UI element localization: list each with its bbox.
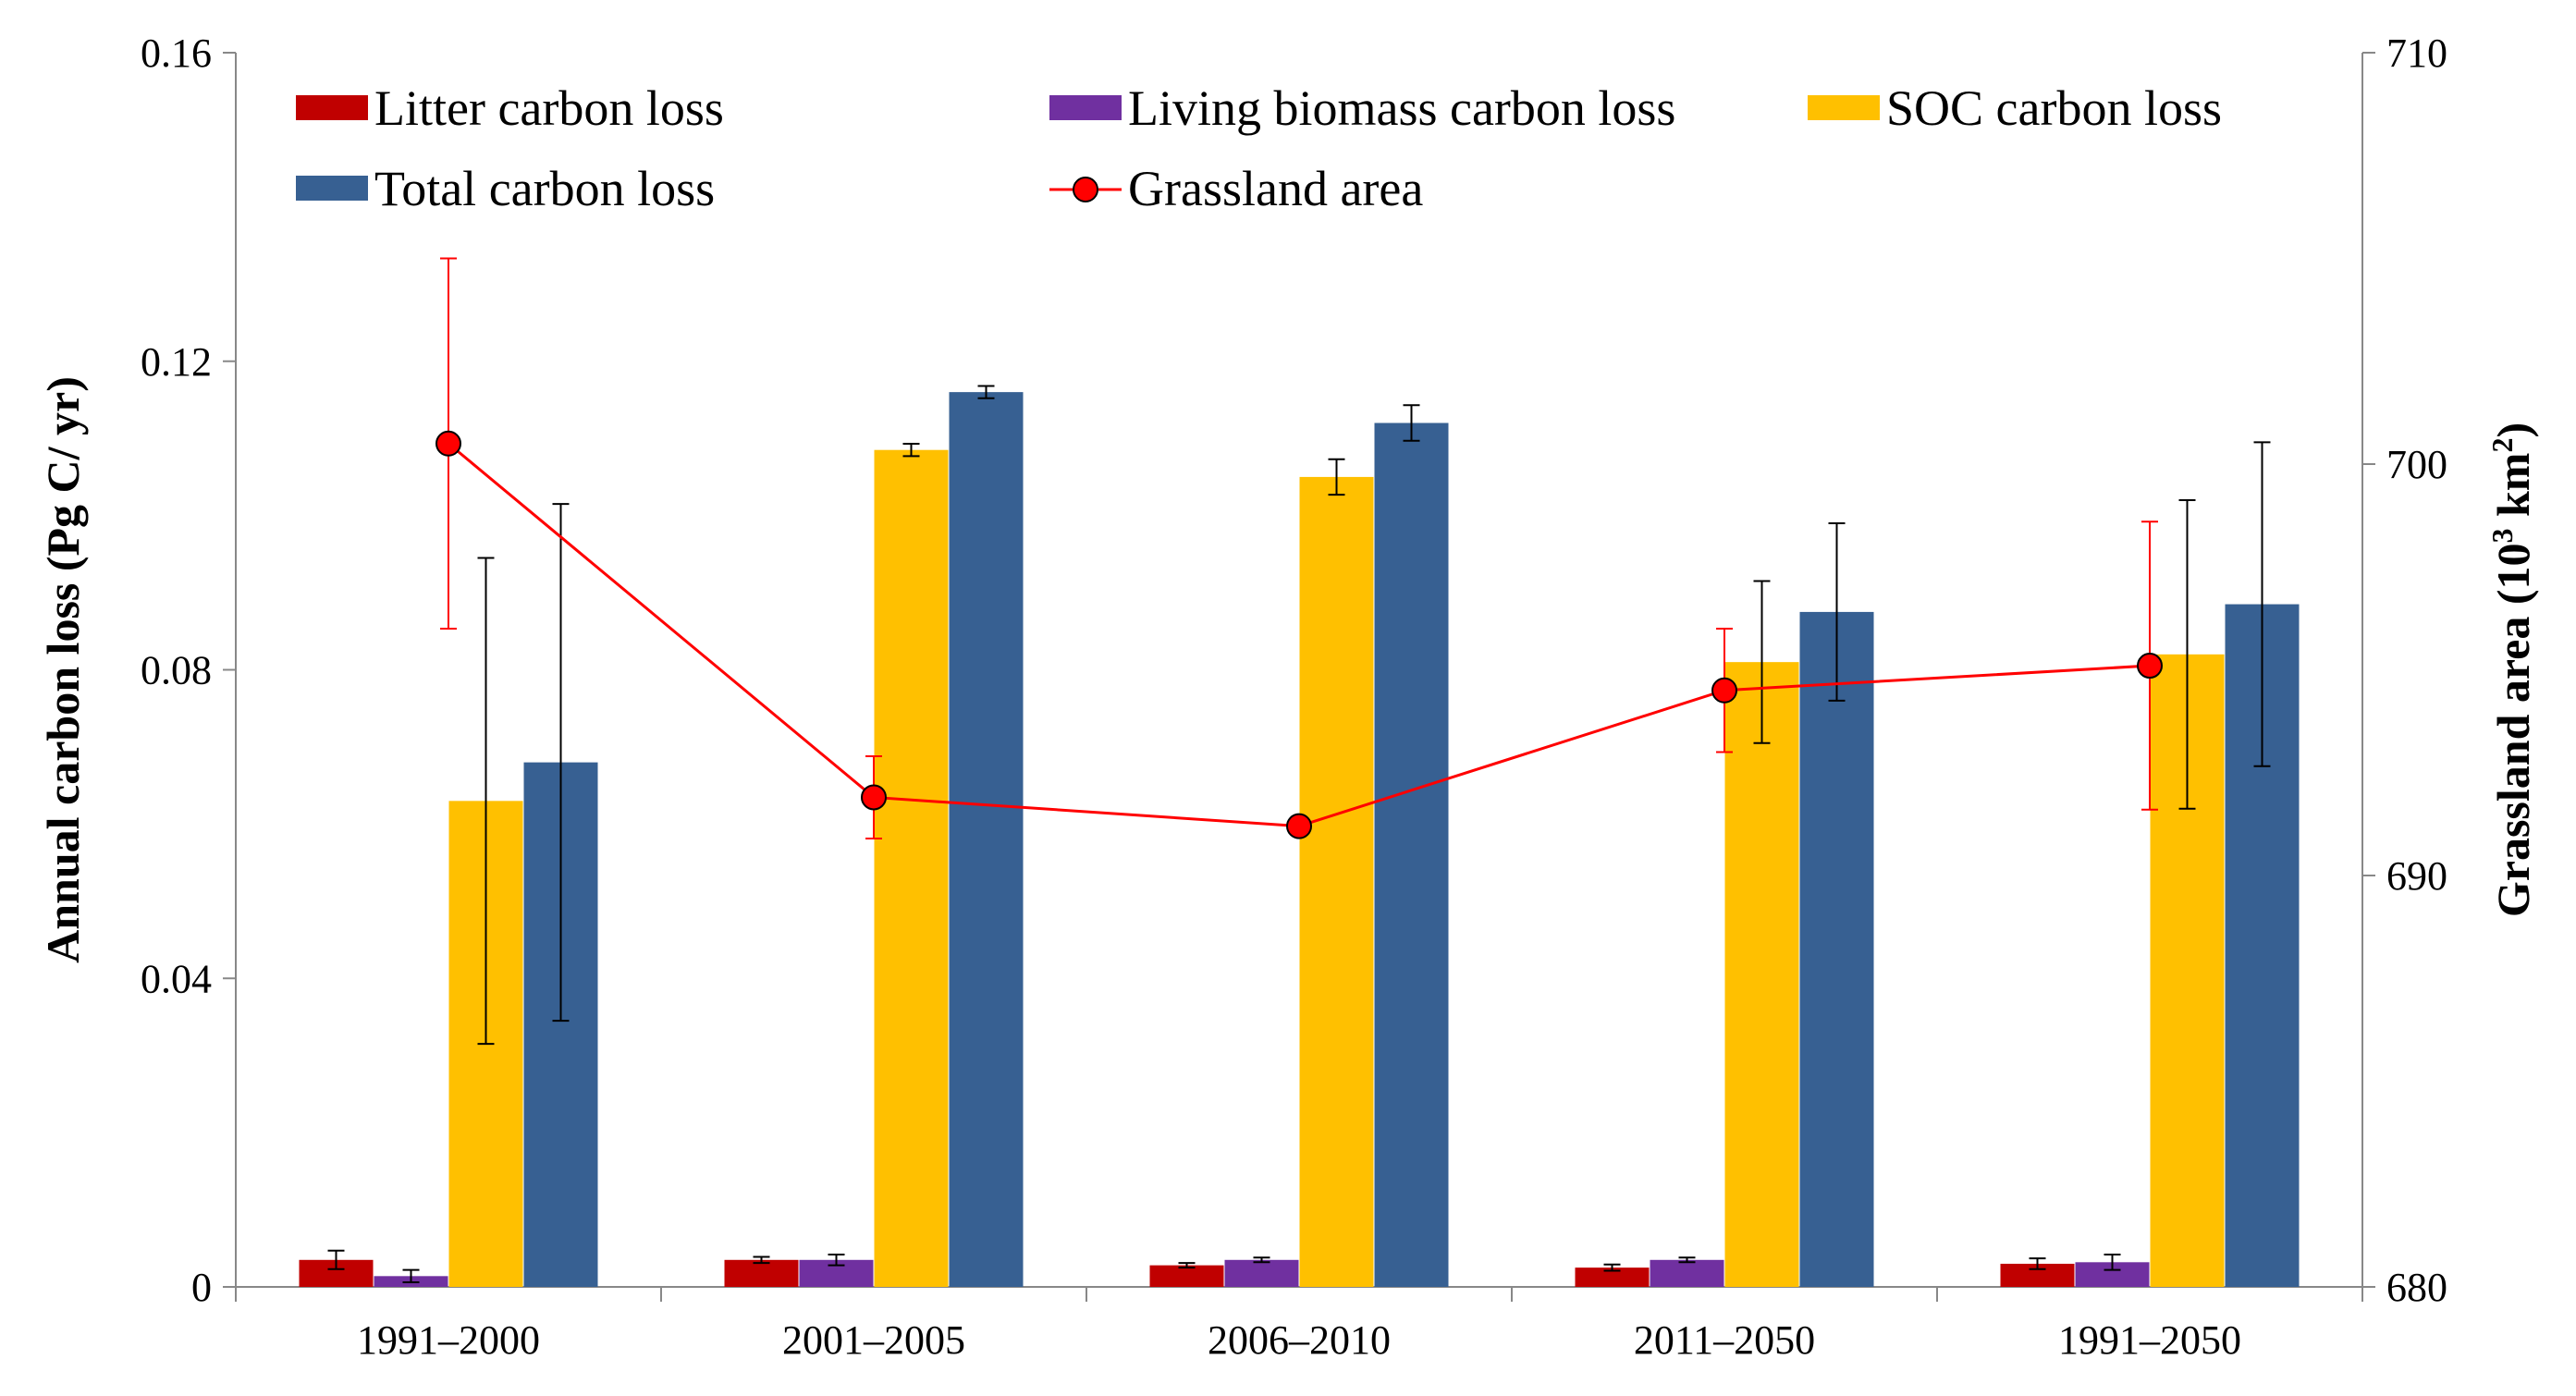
legend-label: SOC carbon loss <box>1886 80 2222 136</box>
line-group <box>435 257 2163 839</box>
y2-axis-title: Grassland area (103 km2) <box>2485 422 2539 917</box>
legend-swatch <box>296 95 368 120</box>
y2-tick-label: 700 <box>2386 442 2447 487</box>
bar <box>1299 476 1374 1287</box>
y2-axis-title-part: km <box>2487 453 2539 529</box>
legend-group: Litter carbon loss Living biomass carbon … <box>296 80 2222 216</box>
line-point <box>435 430 461 457</box>
axes-group: 0 0.04 0.08 0.12 0.16 680 690 700 710 1991–2000 20… <box>141 31 2447 1363</box>
bar <box>1575 1267 1650 1287</box>
x-tick-label: 2006–2010 <box>1208 1317 1391 1363</box>
legend-swatch <box>296 176 368 201</box>
x-tick-label: 1991–2050 <box>2058 1317 2241 1363</box>
bar <box>949 392 1024 1287</box>
line-point <box>2137 653 2163 680</box>
grassland-line <box>448 442 2151 828</box>
bar <box>874 449 949 1287</box>
bar <box>1224 1259 1299 1287</box>
y2-tick-label: 710 <box>2386 31 2447 76</box>
y2-tick-label: 690 <box>2386 853 2447 899</box>
legend-swatch <box>1049 95 1122 120</box>
y-tick-label: 0 <box>191 1265 212 1310</box>
y-tick-label: 0.08 <box>141 648 212 693</box>
y2-axis-title-part: Grassland area (10 <box>2487 543 2539 917</box>
x-tick-label: 2001–2005 <box>782 1317 965 1363</box>
bar <box>1799 611 1874 1287</box>
y2-axis-title-superscript: 3 <box>2485 528 2519 543</box>
legend-label: Living biomass carbon loss <box>1128 80 1675 136</box>
y-tick-label: 0.12 <box>141 339 212 385</box>
y-tick-label: 0.16 <box>141 31 212 76</box>
legend-line-marker <box>1073 177 1098 202</box>
line-point <box>1711 677 1737 704</box>
line-point <box>1286 813 1312 839</box>
legend-label: Grassland area <box>1128 161 1423 216</box>
legend-label: Total carbon loss <box>374 161 715 216</box>
y2-axis-title-part: ) <box>2487 422 2539 438</box>
legend-label: Litter carbon loss <box>374 80 724 136</box>
y-axis-title: Annual carbon loss (Pg C/ yr) <box>37 376 89 963</box>
bar <box>1374 422 1449 1287</box>
bar <box>724 1259 799 1287</box>
line-point <box>861 784 887 811</box>
bars-group <box>299 385 2300 1287</box>
y-tick-label: 0.04 <box>141 956 212 1001</box>
bar <box>1149 1265 1224 1287</box>
x-tick-label: 2011–2050 <box>1634 1317 1815 1363</box>
bar <box>1650 1259 1724 1287</box>
y2-tick-label: 680 <box>2386 1265 2447 1310</box>
legend-swatch <box>1808 95 1880 120</box>
x-tick-label: 1991–2000 <box>357 1317 540 1363</box>
y2-axis-title-superscript: 2 <box>2485 438 2519 453</box>
axis-titles-group: Annual carbon loss (Pg C/ yr) Grassland a… <box>37 376 2539 963</box>
bar <box>1724 662 1799 1287</box>
